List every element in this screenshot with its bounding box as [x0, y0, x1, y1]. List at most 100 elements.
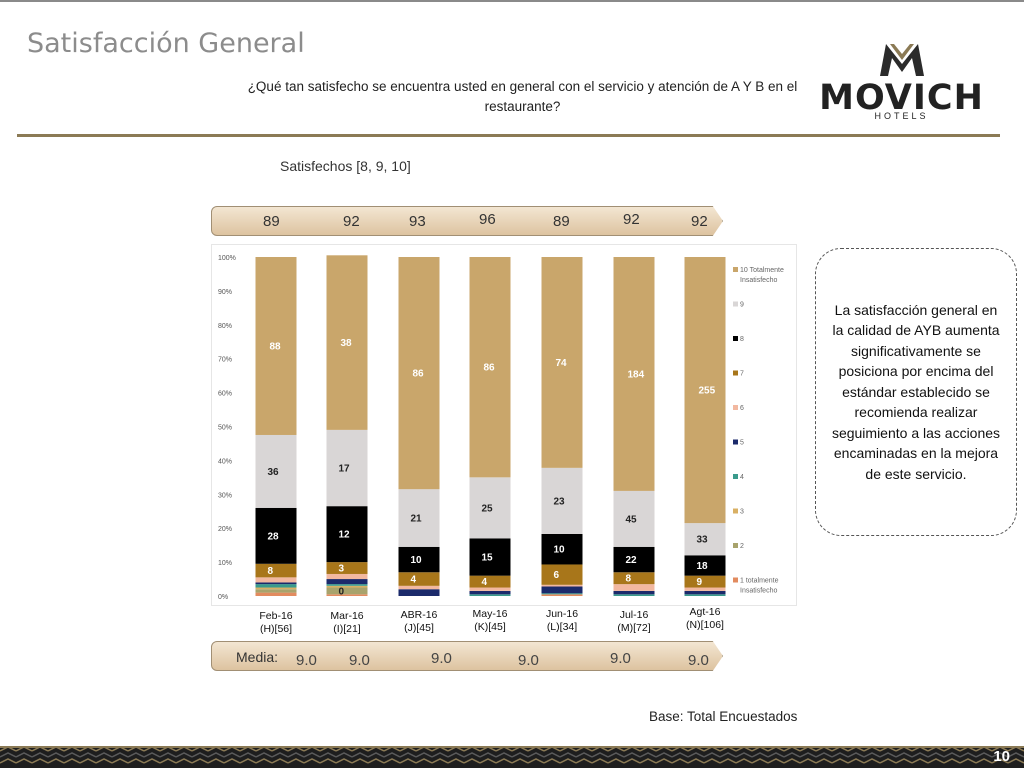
legend-swatch [733, 474, 738, 479]
data-label: 21 [411, 514, 423, 525]
y-tick-label: 70% [218, 357, 232, 364]
legend-swatch [733, 267, 738, 272]
bar-segment [398, 589, 440, 596]
satisfied-band [211, 206, 723, 236]
bar-segment [541, 584, 583, 587]
bar-segment [469, 587, 511, 591]
bar-segment [613, 590, 655, 595]
bar-segment [469, 257, 511, 478]
legend-swatch [733, 508, 738, 514]
x-tick-label: Agt-16 (N)[106] [686, 606, 724, 631]
bar-segment [469, 575, 511, 588]
data-label: 33 [697, 535, 709, 546]
data-label: 38 [341, 338, 353, 349]
bar-segment [613, 584, 655, 591]
legend-label: 6 [740, 405, 744, 412]
media-value: 9.0 [349, 652, 370, 669]
data-label: 10 [411, 555, 423, 566]
data-label: 12 [339, 530, 351, 541]
bar-segment [255, 584, 297, 588]
satisfied-value: 92 [343, 213, 360, 230]
header-divider [17, 134, 1000, 137]
data-label: 88 [270, 341, 282, 352]
bar-segment [255, 577, 297, 583]
data-label: 6 [554, 570, 560, 581]
bar-segment [541, 533, 583, 565]
bar-segment [613, 572, 655, 585]
legend-label: 9 [740, 302, 744, 309]
bar-segment [255, 563, 297, 578]
satisfied-value: 96 [479, 211, 496, 228]
data-label: 74 [556, 358, 568, 369]
legend-swatch [733, 543, 738, 548]
x-tick-label: ABR-16 (J)[45] [400, 609, 438, 634]
bar-segment [541, 593, 583, 595]
bar-segment [541, 564, 583, 585]
legend-label: 7 [740, 371, 744, 378]
data-label: 3 [339, 564, 345, 575]
x-tick-label: Jul-16 (M)[72] [617, 609, 651, 634]
bar-segment [613, 546, 655, 573]
y-tick-label: 40% [218, 458, 232, 465]
bar-segment [469, 594, 511, 596]
survey-question: ¿Qué tan satisfecho se encuentra usted e… [247, 79, 798, 114]
bar-segment [613, 490, 655, 547]
media-label: Media: [236, 649, 279, 665]
bar-segment [469, 590, 511, 595]
legend-swatch [733, 577, 738, 583]
bar-segment [684, 575, 726, 588]
bar-segment [541, 586, 583, 594]
bar-segment [684, 523, 726, 556]
bar-segment [326, 579, 368, 585]
data-label: 184 [628, 369, 645, 380]
data-label: 9 [697, 577, 703, 588]
bar-segment [326, 255, 368, 430]
logo-mark-icon [880, 44, 924, 76]
bar-segment [613, 594, 655, 596]
media-value: 9.0 [431, 650, 452, 667]
satisfied-value: 93 [409, 213, 426, 230]
data-label: 8 [626, 574, 632, 585]
data-label: 10 [554, 545, 566, 556]
x-tick-label: Mar-16 (I)[21] [330, 610, 364, 635]
y-tick-label: 10% [218, 560, 232, 567]
x-tick-label: Jun-16 (L)[34] [545, 608, 579, 633]
bar-segment [255, 592, 297, 596]
data-label: 0 [339, 586, 345, 597]
data-label: 28 [268, 531, 280, 542]
legend-label: 3 [740, 509, 744, 516]
legend-label: 8 [740, 336, 744, 343]
data-label: 23 [554, 496, 566, 507]
bar-segment [255, 434, 297, 508]
bar-segment [684, 587, 726, 591]
footer-pattern [0, 746, 1024, 768]
data-label: 4 [482, 577, 488, 588]
insight-note: La satisfacción general en la calidad de… [815, 248, 1017, 536]
bar-segment [326, 594, 368, 596]
page-title: Satisfacción General [27, 28, 305, 59]
data-label: 36 [268, 467, 280, 478]
bar-segment [326, 587, 368, 595]
bar-segment [255, 582, 297, 585]
bar-segment [326, 506, 368, 563]
data-label: 18 [697, 561, 709, 572]
media-value: 9.0 [296, 652, 317, 669]
bar-segment [326, 573, 368, 580]
base-note: Base: Total Encuestados [649, 709, 798, 724]
satisfied-value: 92 [691, 213, 708, 230]
media-value: 9.0 [688, 652, 709, 669]
data-label: 17 [339, 464, 351, 475]
bar-segment [398, 489, 440, 547]
bar-segment [326, 584, 368, 586]
legend-swatch [733, 439, 738, 445]
satisfied-value: 92 [623, 211, 640, 228]
bar-segment [541, 257, 583, 468]
data-label: 8 [268, 566, 274, 577]
satisfied-value: 89 [263, 213, 280, 230]
page-number: 10 [993, 748, 1010, 765]
y-tick-label: 90% [218, 289, 232, 296]
legend-label: 2 [740, 543, 744, 550]
data-label: 15 [482, 553, 494, 564]
bar-segment [684, 257, 726, 524]
bar-segment [398, 572, 440, 586]
